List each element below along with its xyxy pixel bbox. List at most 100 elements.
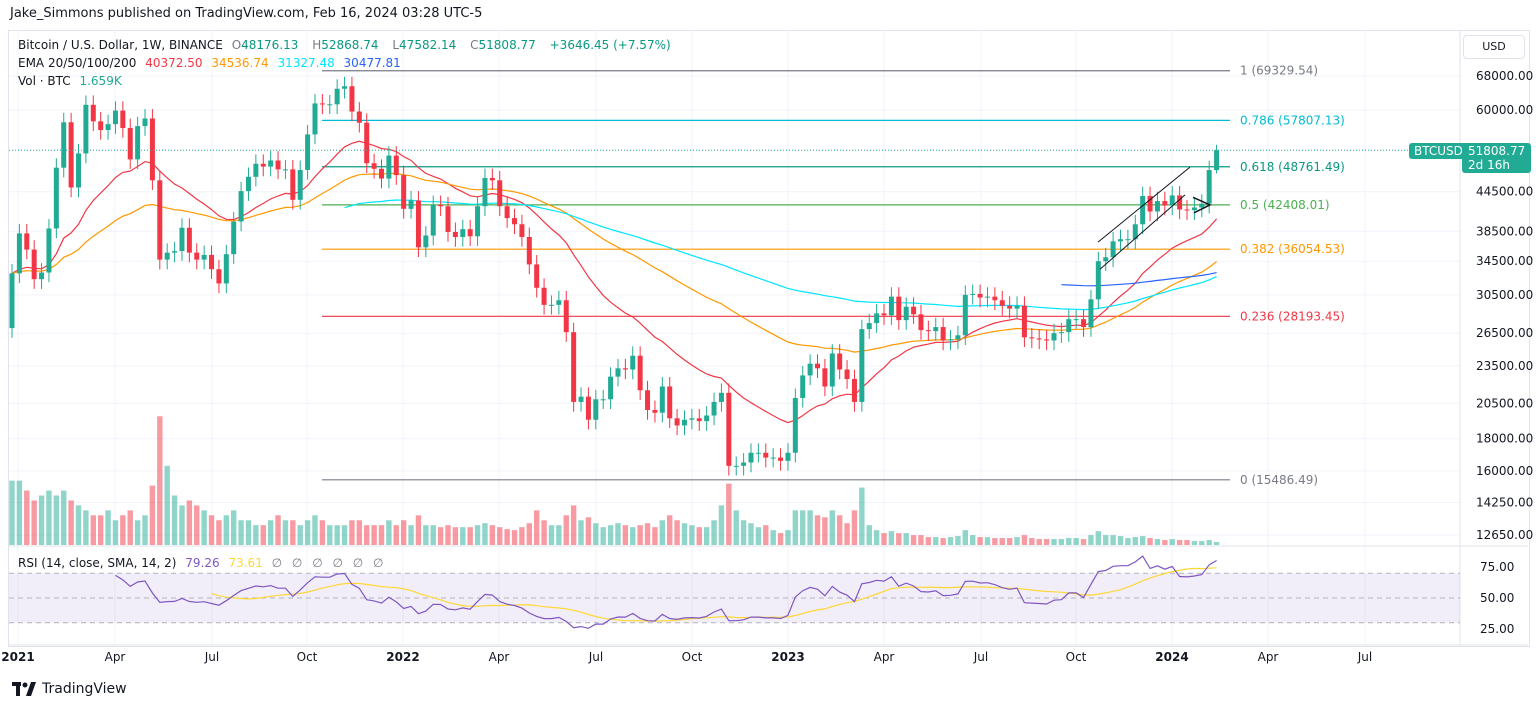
candle <box>888 287 894 325</box>
volume-bar <box>393 525 399 545</box>
volume-bar <box>1014 537 1020 545</box>
candle-body <box>837 353 843 370</box>
candle-body <box>563 300 569 333</box>
candle <box>837 344 843 380</box>
currency-button[interactable]: USD <box>1463 35 1525 59</box>
candle <box>238 181 244 232</box>
volume-bar <box>637 525 643 545</box>
volume-bar <box>1073 538 1079 545</box>
candle-body <box>896 296 902 321</box>
candle-body <box>172 251 178 253</box>
tradingview-logo[interactable]: TradingView <box>12 681 127 697</box>
candle-body <box>763 452 769 458</box>
candle <box>674 408 680 436</box>
volume-bar <box>792 510 799 545</box>
candle-body <box>452 231 458 237</box>
candle-body <box>859 329 865 402</box>
volume-bar <box>1095 531 1102 545</box>
candle-body <box>600 399 606 401</box>
volume-bar <box>120 515 126 545</box>
x-tick-label: Jul <box>973 650 988 664</box>
volume-bar <box>903 533 909 545</box>
volume-bar <box>97 515 104 545</box>
volume-bar <box>341 525 348 545</box>
volume-bar <box>1191 541 1198 545</box>
candle <box>748 443 754 473</box>
candle-body <box>238 191 244 222</box>
candle <box>149 109 155 191</box>
candle-body <box>1132 224 1138 240</box>
volume-bar <box>216 520 222 545</box>
candle <box>297 160 303 210</box>
volume-bar <box>83 510 89 545</box>
y-tick-label: 68000.00 <box>1476 69 1533 83</box>
candle <box>312 94 318 145</box>
candle <box>600 389 606 410</box>
candle-body <box>704 415 710 422</box>
x-tick-label: Apr <box>1258 650 1279 664</box>
volume-bar <box>652 527 658 545</box>
y-tick-label: 14250.00 <box>1476 495 1533 509</box>
candle-body <box>829 353 835 387</box>
volume-bar <box>53 495 60 545</box>
candle <box>423 226 429 258</box>
volume-bar <box>585 517 592 545</box>
candle <box>127 118 133 170</box>
candle-body <box>755 452 761 454</box>
candle-body <box>541 287 547 305</box>
candle-body <box>16 233 22 274</box>
volume-bar <box>777 533 784 545</box>
volume-bar <box>910 535 917 545</box>
symbol-tag: BTCUSD <box>1409 143 1468 159</box>
volume-bar <box>356 520 363 545</box>
candle-body <box>659 386 665 413</box>
channel-upper-line <box>1097 166 1191 243</box>
y-tick-label: 26500.00 <box>1476 326 1533 340</box>
volume-bar <box>208 515 215 545</box>
candle-body <box>962 294 968 336</box>
candle-body <box>1066 319 1072 333</box>
volume-bar <box>689 525 695 545</box>
candle-body <box>999 300 1005 306</box>
candle <box>401 165 407 219</box>
candle <box>142 109 148 136</box>
last-price: 51808.77 <box>1468 144 1526 158</box>
candle <box>489 168 495 191</box>
candle <box>9 263 15 338</box>
volume-bar <box>304 520 311 545</box>
volume-bar <box>349 520 355 545</box>
candle-body <box>460 229 466 237</box>
candle <box>881 303 887 325</box>
x-tick-label: Apr <box>489 650 510 664</box>
candle-body <box>1058 332 1064 334</box>
candle <box>282 159 288 180</box>
candle-body <box>186 227 192 253</box>
candle <box>512 208 518 234</box>
volume-bar <box>112 520 119 545</box>
low-label: L <box>392 38 400 52</box>
volume-bar <box>881 533 887 545</box>
candle-body <box>1147 196 1153 212</box>
volume-bar <box>755 527 762 545</box>
candle-body <box>792 397 798 453</box>
volume-bar <box>984 537 991 545</box>
candle <box>1014 296 1020 319</box>
candle-body <box>423 235 429 248</box>
candle <box>918 304 924 340</box>
volume-bar <box>179 505 185 545</box>
candle <box>1103 247 1109 271</box>
candle-body <box>260 163 266 167</box>
candle-body <box>548 304 554 306</box>
fib-level-label: 0.236 (28193.45) <box>1240 309 1345 323</box>
volume-bar <box>415 515 422 545</box>
candle <box>327 94 333 115</box>
volume-bar <box>1103 535 1109 545</box>
volume-bar <box>955 536 961 545</box>
volume-bar <box>423 525 429 545</box>
candle-body <box>53 167 59 229</box>
candle-body <box>1088 299 1094 328</box>
volume-bar <box>1184 540 1190 545</box>
candle-body <box>689 418 695 420</box>
y-tick-label: 16000.00 <box>1476 464 1533 478</box>
